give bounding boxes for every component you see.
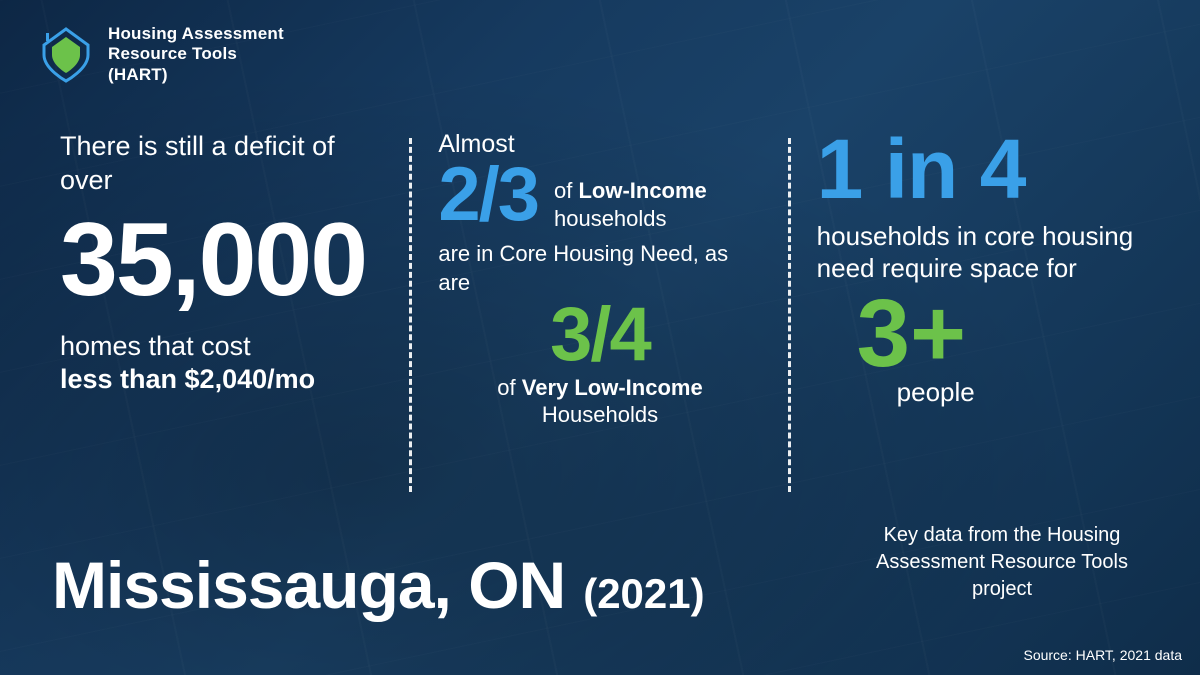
col2-frac1-suffix: households (554, 206, 667, 231)
col2-frac2-row: 3/4 (438, 303, 761, 368)
col2-frac1-bold: Low-Income (578, 178, 706, 203)
col2-frac1: 2/3 (438, 163, 538, 228)
col3-three-plus: 3+ (817, 291, 966, 377)
col2-vlow-prefix: of (497, 375, 521, 400)
col1-sub-plain: homes that cost (60, 331, 251, 361)
col2-vlow-suffix: Households (542, 402, 658, 427)
col1-sub-bold: less than $2,040/mo (60, 364, 315, 394)
col2-frac1-prefix: of (554, 178, 578, 203)
col3-headline: 1 in 4 (817, 130, 1140, 210)
col2-very-low: of Very Low-Income Households (438, 374, 761, 429)
stats-columns: There is still a deficit of over 35,000 … (60, 130, 1140, 500)
footer-city: Mississauga, ON (52, 547, 565, 623)
col2-mid-text: are in Core Housing Need, as are (438, 240, 761, 297)
hart-logo-icon (36, 25, 96, 85)
header-logo-block: Housing Assessment Resource Tools (HART) (36, 24, 284, 85)
logo-text: Housing Assessment Resource Tools (HART) (108, 24, 284, 85)
logo-line-2: Resource Tools (108, 44, 284, 64)
infographic-canvas: Housing Assessment Resource Tools (HART)… (0, 0, 1200, 675)
column-3-one-in-four: 1 in 4 households in core housing need r… (791, 130, 1140, 500)
footer-blurb: Key data from the Housing Assessment Res… (862, 522, 1142, 603)
footer-location: Mississauga, ON (2021) (52, 547, 705, 623)
logo-line-1: Housing Assessment (108, 24, 284, 44)
col1-lead: There is still a deficit of over (60, 130, 383, 198)
footer-year: (2021) (583, 570, 704, 618)
footer-source: Source: HART, 2021 data (1023, 647, 1182, 663)
col2-vlow-bold: Very Low-Income (522, 375, 703, 400)
col2-frac2: 3/4 (550, 303, 650, 368)
column-1-deficit: There is still a deficit of over 35,000 … (60, 130, 409, 500)
col1-sub: homes that cost less than $2,040/mo (60, 330, 383, 398)
col2-frac1-side: of Low-Income households (554, 163, 707, 232)
col3-three-plus-wrap: 3+ (817, 291, 1140, 377)
col2-frac1-row: 2/3 of Low-Income households (438, 163, 761, 232)
column-2-fractions: Almost 2/3 of Low-Income households are … (412, 130, 787, 500)
logo-line-3: (HART) (108, 65, 284, 85)
col1-big-number: 35,000 (60, 208, 383, 312)
col3-body: households in core housing need require … (817, 220, 1140, 285)
